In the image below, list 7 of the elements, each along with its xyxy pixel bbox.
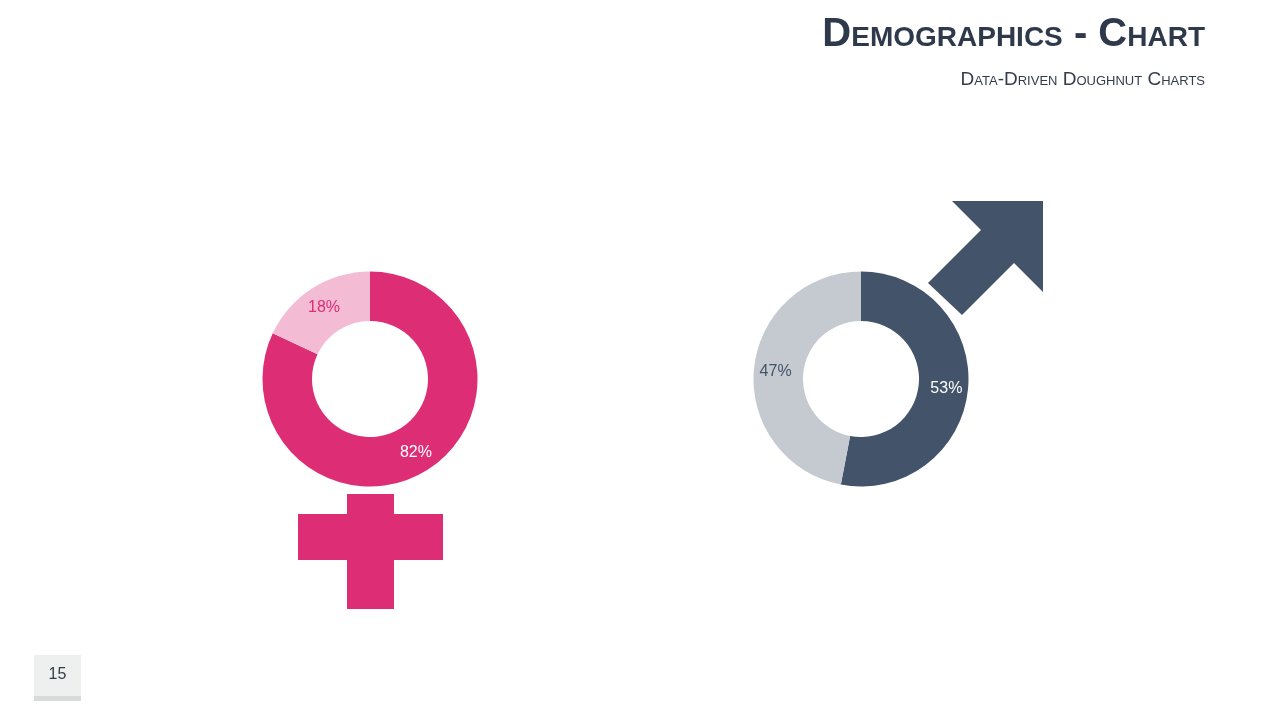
chart-title: Demographics - Chart — [822, 9, 1205, 56]
data-label: 82% — [399, 442, 432, 460]
text: 15 — [47, 664, 68, 684]
data-label: 18% — [308, 298, 341, 316]
data-label: 47% — [759, 362, 792, 380]
text: Data-Driven Doughnut Charts — [960, 68, 1205, 91]
data-label: 53% — [930, 378, 963, 396]
